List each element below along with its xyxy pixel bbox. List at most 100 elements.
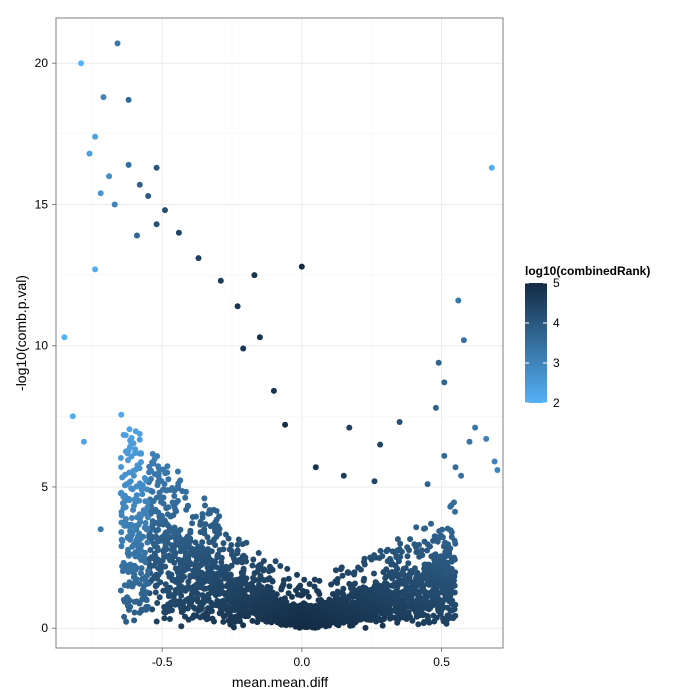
data-point	[187, 527, 194, 534]
data-point	[138, 570, 144, 577]
data-point	[254, 568, 261, 575]
data-point	[270, 387, 277, 394]
data-point	[255, 550, 262, 556]
data-point	[413, 524, 420, 531]
data-point	[153, 221, 160, 228]
data-point	[214, 597, 221, 604]
data-point	[206, 507, 213, 514]
data-point	[264, 583, 271, 590]
data-point	[294, 571, 300, 578]
data-point	[160, 466, 167, 473]
legend-tick-label: 5	[553, 276, 560, 290]
data-point	[136, 480, 143, 487]
data-point	[428, 520, 434, 527]
data-point	[195, 255, 202, 262]
data-point	[377, 547, 384, 554]
data-point	[452, 612, 459, 619]
data-point	[131, 609, 138, 616]
data-point	[452, 464, 459, 471]
legend-ticks: 2 3 4 5	[525, 276, 560, 410]
y-tick-label: 10	[35, 339, 49, 353]
data-point	[432, 404, 439, 411]
data-point	[317, 597, 324, 603]
data-point	[152, 582, 159, 589]
data-point	[298, 263, 305, 270]
data-point	[227, 571, 234, 578]
data-point	[147, 476, 154, 482]
data-point	[303, 589, 310, 595]
data-point	[153, 571, 160, 578]
data-point	[185, 502, 191, 509]
data-point	[306, 581, 313, 587]
data-point	[199, 592, 206, 599]
data-point	[136, 511, 143, 518]
data-point	[240, 565, 247, 572]
data-point	[397, 540, 404, 547]
data-point	[371, 478, 378, 485]
data-point	[272, 558, 279, 565]
data-point	[61, 334, 68, 341]
x-tick-label: 0.0	[294, 655, 311, 669]
data-point	[162, 207, 168, 214]
data-point	[144, 539, 151, 546]
data-point	[451, 554, 458, 561]
data-point	[280, 577, 287, 584]
data-point	[142, 498, 149, 505]
data-point	[411, 541, 418, 548]
data-point	[182, 613, 188, 620]
data-point	[422, 525, 429, 532]
y-tick-label: 15	[35, 197, 49, 211]
data-point	[250, 574, 257, 581]
data-point	[234, 541, 241, 548]
data-point	[153, 494, 160, 501]
data-point	[448, 534, 455, 540]
data-point	[379, 622, 386, 629]
data-point	[125, 546, 131, 553]
data-point	[344, 569, 351, 576]
data-point	[138, 565, 145, 572]
data-point	[421, 538, 428, 545]
data-point	[171, 493, 178, 499]
data-point	[165, 504, 172, 511]
data-point	[407, 536, 414, 543]
data-point	[126, 579, 133, 586]
data-point	[203, 609, 210, 616]
data-point	[153, 618, 160, 625]
data-point	[334, 588, 341, 595]
data-point	[404, 544, 411, 551]
data-point	[441, 452, 448, 459]
data-point	[185, 578, 192, 585]
data-point	[387, 555, 393, 562]
data-point	[153, 164, 160, 171]
data-point	[452, 508, 458, 515]
data-point	[168, 547, 175, 553]
data-point	[424, 599, 431, 606]
data-point	[171, 524, 178, 531]
data-point	[80, 438, 87, 445]
data-point	[444, 604, 451, 611]
data-point	[260, 557, 267, 564]
data-point	[202, 502, 208, 509]
data-point	[169, 485, 176, 491]
data-point	[220, 540, 227, 547]
data-point	[69, 413, 76, 420]
data-point	[282, 421, 289, 428]
data-point	[466, 438, 473, 445]
data-point	[187, 572, 194, 579]
data-point	[286, 583, 293, 590]
data-point	[130, 472, 137, 479]
data-point	[160, 587, 167, 594]
data-point	[216, 513, 223, 520]
data-point	[314, 587, 321, 594]
data-point	[360, 584, 367, 591]
data-points	[61, 40, 501, 631]
data-point	[189, 514, 196, 520]
data-point	[394, 536, 401, 543]
plot-border	[55, 17, 504, 649]
x-axis-title: mean.mean.diff	[232, 674, 328, 690]
data-point	[249, 562, 256, 569]
x-tick-label: -0.5	[152, 655, 173, 669]
data-point	[377, 441, 384, 448]
data-point	[121, 613, 128, 620]
